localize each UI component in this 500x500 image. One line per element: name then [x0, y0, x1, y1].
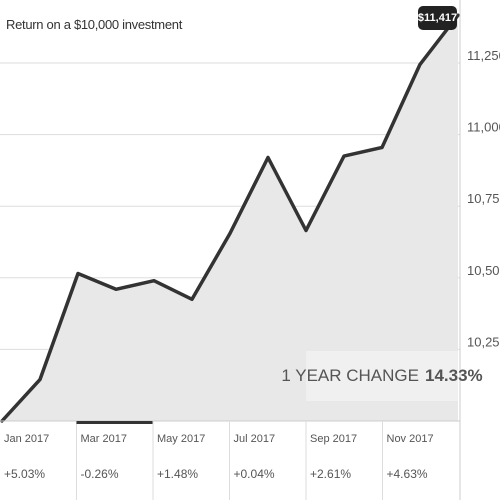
- data-point: [305, 230, 307, 231]
- data-point: [77, 273, 79, 274]
- period-change-bar: Jan 2017 +5.03% Mar 2017 -0.26% May 2017 +1.4…: [4, 421, 434, 500]
- data-point: [229, 232, 231, 234]
- period-label: Sep 2017: [310, 433, 357, 445]
- data-point: [267, 157, 269, 158]
- data-point: [381, 147, 383, 148]
- y-tick-label: 10,750: [467, 191, 500, 206]
- y-tick-label: 10,250: [467, 334, 500, 349]
- negative-indicator: [76, 421, 153, 424]
- data-point: [343, 155, 345, 157]
- period-change-value: +1.48%: [157, 467, 198, 481]
- data-point: [153, 280, 155, 282]
- period-change-value: -0.26%: [81, 467, 119, 481]
- y-tick-label: 11,000: [467, 120, 500, 135]
- period-change-value: +2.61%: [310, 467, 351, 481]
- data-point: [191, 298, 193, 300]
- y-tick-label: 10,500: [467, 263, 500, 278]
- period-label: Mar 2017: [81, 433, 127, 445]
- period-change-value: +4.63%: [387, 467, 428, 481]
- year-change-label: 1 YEAR CHANGE: [281, 366, 419, 385]
- area-fill: [2, 15, 458, 421]
- period-change-value: +5.03%: [4, 467, 45, 481]
- chart-title: Return on a $10,000 investment: [6, 17, 183, 32]
- data-point: [39, 379, 41, 380]
- year-change-box: 1 YEAR CHANGE 14.33%: [281, 351, 483, 401]
- year-change-value: 14.33%: [424, 366, 483, 385]
- data-point: [457, 14, 459, 16]
- y-tick-label: 11,250: [467, 48, 500, 63]
- period-label: Jul 2017: [234, 433, 276, 445]
- data-point: [419, 63, 421, 65]
- data-point: [115, 288, 117, 290]
- period-label: Nov 2017: [387, 433, 434, 445]
- period-label: May 2017: [157, 433, 205, 445]
- y-axis-ticks: 10,250 10,500 10,750 11,000 11,250: [467, 48, 500, 349]
- period-label: Jan 2017: [4, 433, 49, 445]
- period-change-value: +0.04%: [234, 467, 275, 481]
- end-value-badge: $11,417: [418, 6, 457, 30]
